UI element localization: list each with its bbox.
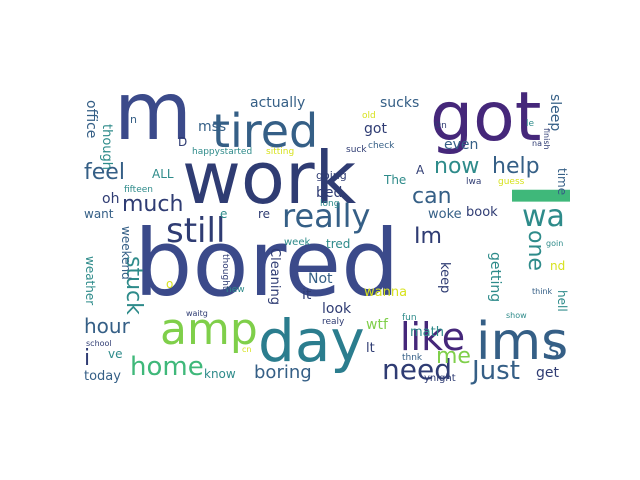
word-waitg: waitg bbox=[186, 309, 208, 318]
word-guess: guess bbox=[498, 177, 525, 187]
word-stuck: stuck bbox=[121, 256, 146, 315]
word-work: work bbox=[182, 136, 357, 220]
word-can: can bbox=[412, 184, 452, 209]
word-Im: Im bbox=[414, 224, 442, 249]
word-lt: lt bbox=[366, 341, 375, 356]
word-finish: finish bbox=[542, 128, 551, 150]
word-office: office bbox=[83, 100, 99, 139]
word-check: check bbox=[368, 141, 395, 151]
word-hour: hour bbox=[84, 314, 130, 338]
word-feel: feel bbox=[84, 160, 125, 185]
word-math: math bbox=[410, 325, 444, 340]
word-Not: Not bbox=[308, 271, 333, 287]
word-A: A bbox=[416, 163, 425, 177]
word-get: get bbox=[536, 365, 559, 381]
word-lwa: lwa bbox=[466, 177, 482, 187]
word-got2: got bbox=[364, 121, 387, 137]
word-got: got bbox=[430, 90, 542, 157]
word-Just: Just bbox=[472, 356, 520, 385]
word-sucks: sucks bbox=[380, 95, 420, 111]
word-day: day bbox=[258, 307, 365, 375]
word-look: look bbox=[322, 301, 352, 317]
word-D: D bbox=[178, 135, 188, 149]
word-long: long bbox=[320, 199, 340, 209]
word-i: i bbox=[84, 346, 91, 371]
word-nd: nd bbox=[550, 259, 566, 273]
word-today: today bbox=[84, 369, 121, 384]
word-now: now bbox=[434, 154, 480, 179]
word-sitting: sitting bbox=[266, 147, 295, 157]
word-thnk: thnk bbox=[402, 353, 423, 363]
word-even: even bbox=[444, 137, 479, 153]
word-e: e bbox=[220, 207, 228, 221]
word-it: it bbox=[302, 287, 312, 303]
word-keep: keep bbox=[437, 262, 452, 294]
word-tired: tired bbox=[212, 104, 319, 158]
word-wanna: wanna bbox=[364, 285, 408, 300]
word-boring: boring bbox=[254, 362, 312, 383]
word-oh: oh bbox=[102, 191, 120, 207]
word-new: new bbox=[226, 285, 245, 295]
word-show: show bbox=[506, 311, 527, 320]
word-school: school bbox=[86, 339, 112, 348]
word-fun: fun bbox=[402, 313, 417, 323]
word-Cleaning: Cleaning bbox=[267, 248, 282, 305]
word-hell: hell bbox=[555, 290, 569, 312]
word-weather: weather bbox=[83, 256, 97, 306]
word-goin: goin bbox=[546, 239, 564, 248]
word-help: help bbox=[492, 154, 540, 179]
word-ve: ve bbox=[108, 347, 123, 361]
word-On: On bbox=[434, 121, 447, 131]
word-o: o bbox=[166, 277, 174, 291]
word-one: one bbox=[523, 230, 548, 271]
word-I: I bbox=[483, 178, 570, 214]
word-na: na bbox=[532, 139, 542, 148]
word-bed: bed bbox=[316, 185, 343, 201]
word-le: le bbox=[526, 119, 535, 129]
word-know: know bbox=[204, 367, 236, 381]
word-though: though bbox=[99, 124, 114, 171]
word-getting: getting bbox=[487, 252, 503, 303]
word-book: book bbox=[466, 205, 498, 220]
word-think: think bbox=[532, 287, 553, 296]
word-time: time bbox=[555, 168, 569, 196]
word-actually: actually bbox=[250, 95, 306, 111]
word-wa: wa bbox=[522, 199, 565, 234]
word-weekend: weekend bbox=[119, 226, 133, 280]
word-fifteen: fifteen bbox=[124, 185, 153, 195]
word-ims: ims bbox=[476, 312, 569, 372]
word-realy: realy bbox=[322, 317, 345, 327]
word-old: old bbox=[362, 111, 376, 121]
word-n: n bbox=[130, 113, 137, 126]
word-m: m bbox=[114, 90, 192, 158]
word-home: home bbox=[130, 352, 204, 382]
word-cloud: bored work I got m tired day amp ims rea… bbox=[82, 90, 570, 385]
word-s: s bbox=[548, 338, 560, 363]
word-woke: woke bbox=[428, 207, 462, 222]
word-bored: bored bbox=[134, 210, 400, 317]
word-like: like bbox=[400, 315, 466, 359]
word-re: re bbox=[258, 207, 271, 221]
word-mss: mss bbox=[198, 119, 227, 135]
word-me: me bbox=[436, 344, 471, 369]
word-sleep: sleep bbox=[547, 94, 563, 132]
word-amp: amp bbox=[160, 304, 258, 355]
word-still: still bbox=[166, 211, 226, 251]
word-need: need bbox=[382, 353, 452, 385]
word-cn: cn bbox=[242, 345, 252, 354]
word-week: week bbox=[284, 237, 311, 248]
word-want: want bbox=[84, 207, 114, 221]
word-going: going bbox=[316, 169, 347, 182]
word-really: really bbox=[282, 197, 371, 235]
word-thought: thought bbox=[220, 254, 230, 290]
word-wtf: wtf bbox=[366, 317, 388, 333]
word-tred: tred bbox=[326, 237, 351, 251]
word-ynight: ynight bbox=[424, 373, 456, 384]
word-ALL: ALL bbox=[152, 167, 174, 181]
word-happystarted: happystarted bbox=[192, 147, 253, 157]
word-much: much bbox=[122, 192, 184, 217]
word-The: The bbox=[384, 173, 407, 187]
word-suck: suck bbox=[346, 145, 367, 155]
